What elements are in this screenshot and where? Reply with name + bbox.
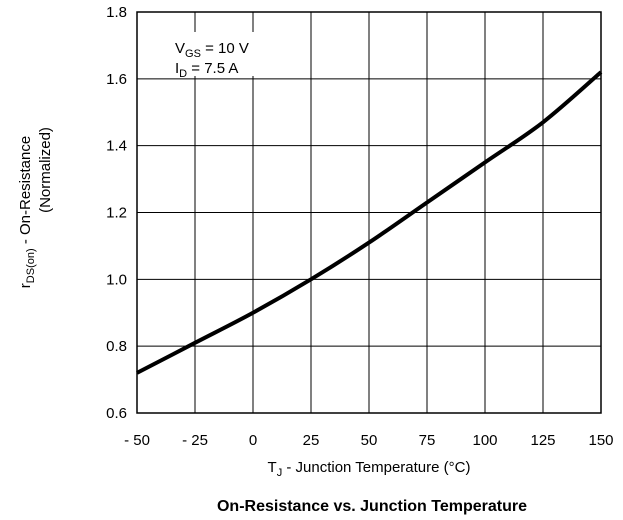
y-ticks: 0.6 0.8 1.0 1.2 1.4 1.6 1.8 — [106, 4, 127, 422]
annotation-vgs: VGS = 10 V — [175, 40, 249, 60]
annotation-id: ID = 7.5 A — [175, 60, 238, 80]
grid — [136, 11, 602, 414]
x-tick-label: 25 — [303, 432, 320, 449]
x-axis-label: TJ - Junction Temperature (°C) — [268, 459, 471, 479]
y-tick-label: 1.4 — [106, 138, 127, 155]
y-axis-label-line1: rDS(on) - On-Resistance — [17, 136, 37, 288]
x-ticks: - 50 - 25 0 25 50 75 100 125 150 — [124, 432, 613, 449]
y-axis-label-line2: (Normalized) — [37, 127, 54, 213]
x-tick-label: 50 — [361, 432, 378, 449]
chart-title: On-Resistance vs. Junction Temperature — [217, 498, 527, 515]
x-tick-label: 100 — [472, 432, 497, 449]
x-tick-label: 150 — [588, 432, 613, 449]
y-tick-label: 1.8 — [106, 4, 127, 21]
x-tick-label: 125 — [530, 432, 555, 449]
annotation-box — [168, 32, 276, 76]
x-tick-label: 75 — [419, 432, 436, 449]
y-tick-label: 0.6 — [106, 405, 127, 422]
y-tick-label: 1.2 — [106, 205, 127, 222]
x-tick-label: - 50 — [124, 432, 150, 449]
y-tick-label: 1.0 — [106, 271, 127, 288]
y-tick-label: 1.6 — [106, 71, 127, 88]
y-tick-label: 0.8 — [106, 338, 127, 355]
x-tick-label: 0 — [249, 432, 257, 449]
plot-frame — [136, 11, 602, 414]
x-tick-label: - 25 — [182, 432, 208, 449]
series-line — [136, 70, 603, 375]
